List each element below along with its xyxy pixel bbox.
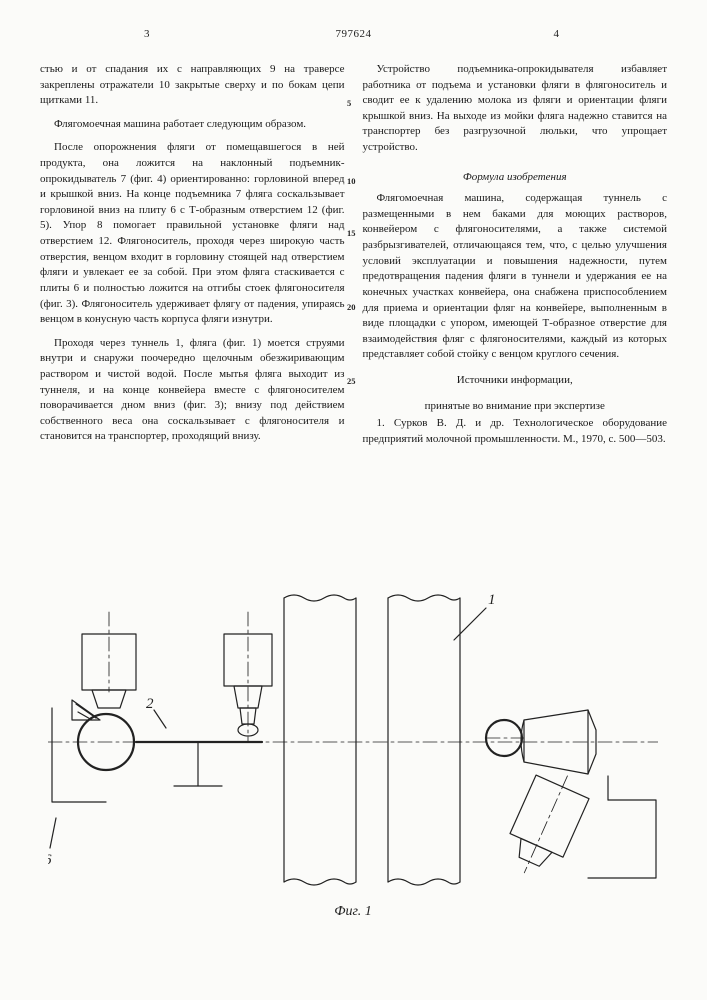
page-number-right: 4	[554, 28, 560, 40]
col-l-p1: стью и от спадания их с направляющих 9 н…	[40, 62, 345, 109]
line-mark-10: 10	[347, 176, 356, 186]
patent-page: 3 797624 4 5 10 15 20 25 стью и от спада…	[0, 0, 707, 1000]
column-right: Устройство подъемника-опрокидывателя изб…	[363, 62, 668, 455]
col-r-p1: Устройство подъемника-опрокидывателя изб…	[363, 62, 668, 156]
figure-1: 1 2 6 Фиг. 1	[48, 552, 658, 932]
col-l-p2: Флягомоечная машина работает следующим о…	[40, 117, 345, 133]
col-l-p4: Проходя через туннель 1, фляга (фиг. 1) …	[40, 336, 345, 445]
line-mark-15: 15	[347, 228, 356, 238]
column-left: стью и от спадания их с направляющих 9 н…	[40, 62, 345, 455]
figure-label: Фиг. 1	[334, 904, 372, 920]
line-mark-5: 5	[347, 98, 351, 108]
page-header: 3 797624 4	[40, 28, 667, 44]
col-r-p3: 1. Сурков В. Д. и др. Технологическое об…	[363, 416, 668, 447]
callout-1: 1	[488, 592, 496, 608]
line-mark-25: 25	[347, 376, 356, 386]
line-mark-20: 20	[347, 302, 356, 312]
callout-2: 2	[146, 696, 154, 712]
text-columns: стью и от спадания их с направляющих 9 н…	[40, 62, 667, 455]
callout-6: 6	[48, 852, 52, 868]
col-r-p2: Флягомоечная машина, содержащая туннель …	[363, 191, 668, 363]
sources-sub: принятые во внимание при экспертизе	[363, 399, 668, 415]
patent-number: 797624	[336, 28, 372, 40]
page-number-left: 3	[144, 28, 150, 40]
sources-title: Источники информации,	[363, 373, 668, 389]
formula-title: Формула изобретения	[363, 170, 668, 186]
figure-1-svg: 1 2 6	[48, 552, 658, 922]
col-l-p3: После опорожнения фляги от помещавшегося…	[40, 140, 345, 327]
